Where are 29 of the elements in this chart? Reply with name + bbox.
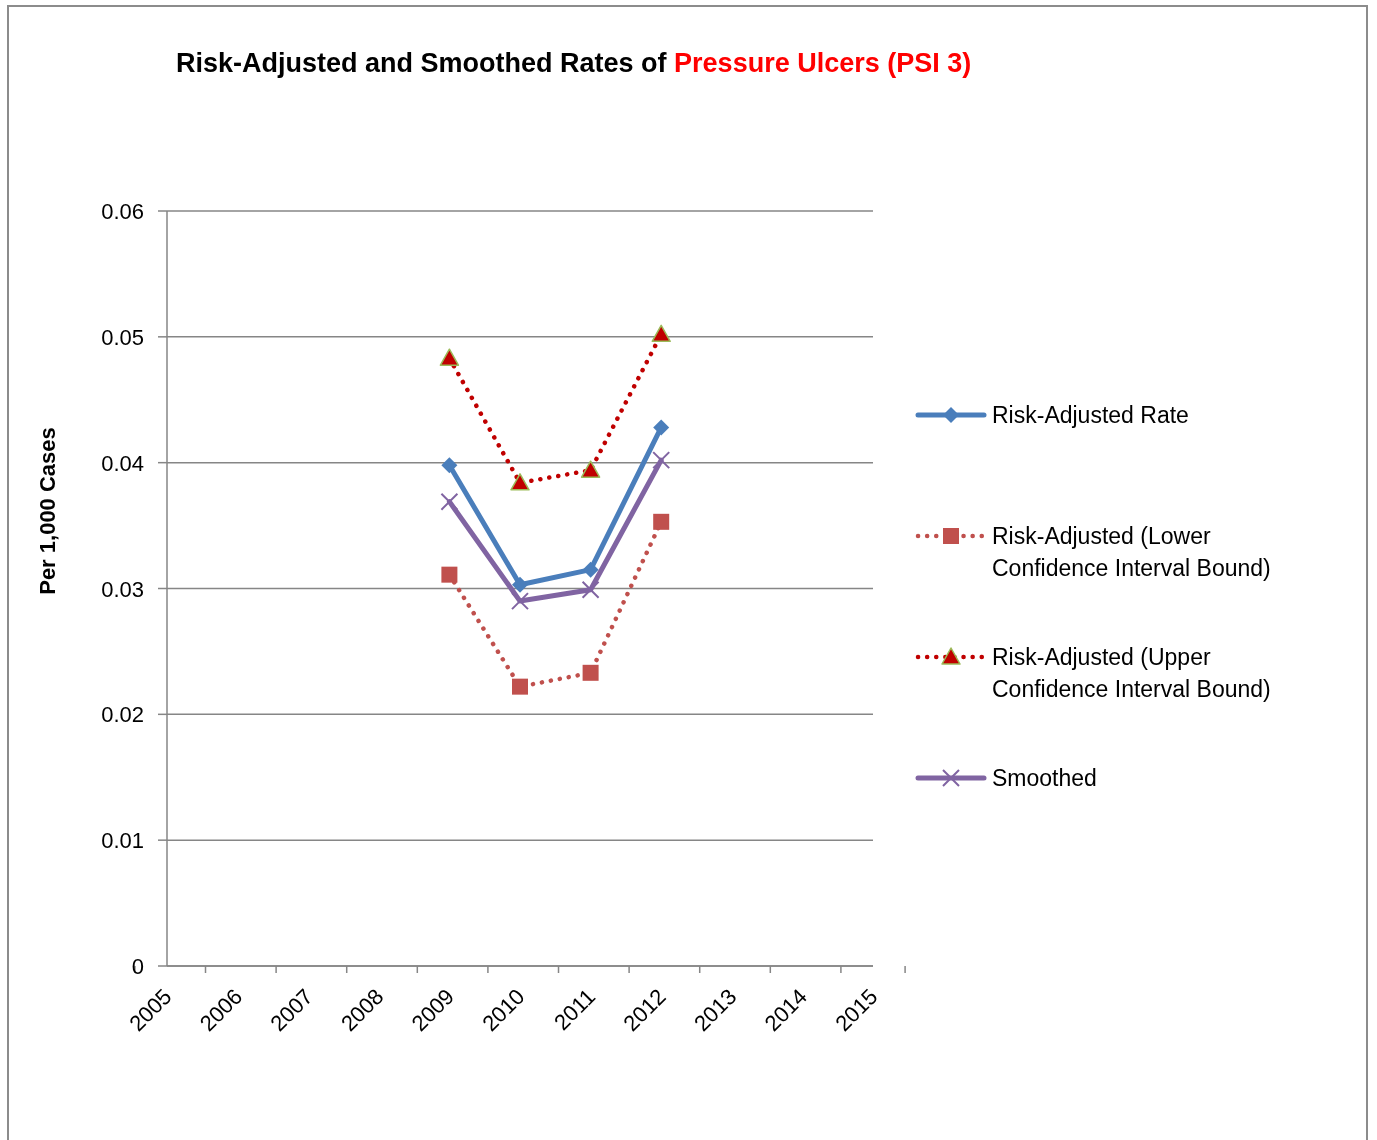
legend-label: Risk-Adjusted Rate	[992, 401, 1190, 430]
y-tick-label: 0.06	[101, 199, 144, 224]
y-tick-label: 0.05	[101, 324, 144, 350]
point	[652, 451, 671, 470]
point	[441, 457, 458, 474]
chart-title: Risk-Adjusted and Smoothed Rates of Pressure Ulcers (PSI 3)	[176, 48, 972, 79]
point	[581, 580, 600, 599]
y-tick-label: 0.03	[101, 576, 144, 602]
legend-label: Smoothed	[992, 764, 1098, 793]
point	[440, 492, 459, 511]
y-tick-label: 0.04	[101, 450, 144, 476]
point	[580, 460, 601, 478]
point	[653, 419, 670, 436]
legend-label: Risk-Adjusted (Lower Confidence Interval Bound)	[992, 522, 1272, 583]
legend-label: Risk-Adjusted (Upper Confidence Interval Bound)	[992, 643, 1272, 704]
point	[510, 473, 530, 491]
point	[582, 561, 599, 578]
y-tick-label: 0	[131, 954, 144, 979]
point	[653, 513, 670, 530]
point	[512, 576, 528, 593]
point	[439, 348, 460, 366]
y-axis-title: Per 1,000 Cases	[35, 426, 61, 595]
point	[651, 324, 671, 343]
y-tick-label: 0.02	[101, 702, 144, 728]
point	[441, 566, 458, 583]
point	[582, 664, 599, 681]
point	[511, 592, 529, 611]
y-tick-label: 0.01	[101, 828, 144, 854]
point	[512, 678, 528, 695]
